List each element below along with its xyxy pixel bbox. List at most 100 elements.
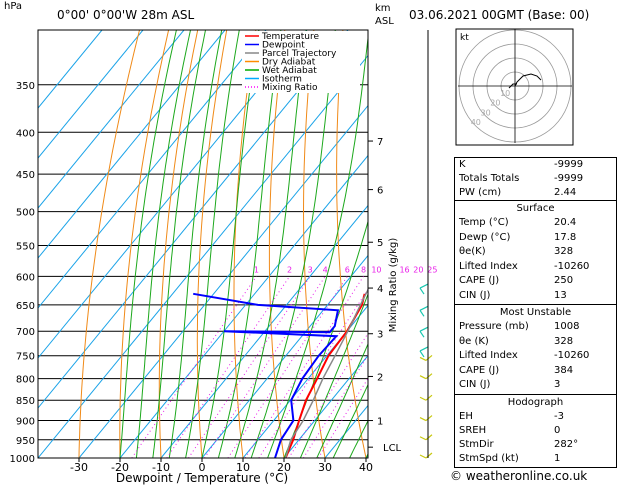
top-row: Totals Totals -9999 bbox=[459, 173, 612, 186]
hodograph-trace bbox=[514, 73, 542, 87]
mixing-ratio-label: 25 bbox=[427, 265, 437, 274]
top-row: PW (cm) 2.44 bbox=[459, 187, 612, 200]
mixing-ratio-label: 10 bbox=[371, 265, 381, 274]
hodograph-row: SREH 0 bbox=[459, 425, 612, 438]
top-key: K bbox=[459, 159, 466, 170]
top-value: -9999 bbox=[554, 159, 584, 170]
surface-section: Surface Temp (°C) 20.4 Dewp (°C) 17.8 θe(K) 3… bbox=[455, 200, 616, 303]
top-value: -9999 bbox=[554, 173, 584, 184]
pressure-tick-label: 450 bbox=[16, 170, 35, 181]
wet-adiabat-line bbox=[168, 30, 223, 458]
surface-value: 17.8 bbox=[554, 231, 577, 243]
mixing-ratio-line bbox=[227, 276, 348, 458]
pressure-tick-label: 400 bbox=[16, 128, 35, 139]
surface-value: 250 bbox=[554, 275, 574, 286]
pressure-tick-label: 750 bbox=[16, 352, 35, 363]
most-unstable-row: Pressure (mb) 1008 bbox=[459, 321, 612, 334]
temperature-tick-label: -20 bbox=[111, 461, 129, 474]
mixing-ratio-axis-label: Mixing Ratio (g/kg) bbox=[388, 238, 399, 333]
surface-row: Lifted Index -10260 bbox=[459, 261, 612, 274]
top-value: 2.44 bbox=[554, 187, 577, 198]
temperature-tick-label: -10 bbox=[152, 461, 170, 474]
temperature-tick-label: 30 bbox=[318, 461, 332, 474]
km-tick-label: 6 bbox=[377, 186, 383, 197]
mixing-ratio-line bbox=[317, 377, 368, 458]
hodograph-section: Hodograph EH -3 SREH 0 StmDir 282° StmSpd (kt)… bbox=[455, 394, 616, 467]
wind-barb bbox=[419, 346, 429, 358]
mixing-ratio-label: 2 bbox=[287, 265, 292, 274]
surface-row: θe(K) 328 bbox=[459, 246, 612, 259]
mixing-ratio-label: 6 bbox=[345, 265, 350, 274]
top-row: K -9999 bbox=[459, 159, 612, 172]
most-unstable-row: θe (K) 328 bbox=[459, 336, 612, 349]
most-unstable-row: Lifted Index -10260 bbox=[459, 350, 612, 363]
pressure-tick-label: 600 bbox=[16, 272, 35, 283]
dry-adiabat-line bbox=[233, 30, 257, 458]
hodograph-kt-label: kt bbox=[460, 33, 469, 43]
dry-adiabat-line bbox=[78, 30, 140, 458]
datetime-label: 03.06.2021 00GMT (Base: 00) bbox=[409, 8, 590, 22]
plot-frame bbox=[37, 29, 369, 459]
location-label: 0°00' 0°00'W 28m ASL bbox=[57, 8, 195, 22]
most-unstable-value: 328 bbox=[554, 335, 574, 347]
surface-value: -10260 bbox=[554, 260, 590, 272]
dry-adiabat-line bbox=[119, 30, 170, 458]
hodograph-trace bbox=[508, 83, 517, 89]
mixing-ratio-label: 20 bbox=[413, 265, 423, 274]
index-table: K -9999 Totals Totals -9999 PW (cm) 2.44 Surf… bbox=[454, 157, 617, 468]
wet-adiabat-line bbox=[299, 292, 368, 458]
mixing-ratio-line bbox=[302, 354, 368, 458]
hodograph-row: StmSpd (kt) 1 bbox=[459, 453, 612, 466]
wet-adiabat-line bbox=[316, 342, 368, 458]
pressure-tick-label: 350 bbox=[16, 81, 35, 92]
surface-value: 20.4 bbox=[554, 217, 577, 228]
km-tick-label: 2 bbox=[377, 372, 383, 383]
wind-barb bbox=[419, 394, 433, 401]
isotherm-line bbox=[283, 354, 368, 458]
surface-row: CAPE (J) 250 bbox=[459, 275, 612, 288]
surface-row: Temp (°C) 20.4 bbox=[459, 217, 612, 230]
wet-adiabat-line bbox=[119, 30, 177, 458]
most-unstable-value: -10260 bbox=[554, 350, 590, 361]
wind-barb bbox=[419, 415, 433, 422]
asl-label: ASL bbox=[375, 16, 394, 27]
km-label: km bbox=[375, 3, 391, 14]
surface-key: Dewp (°C) bbox=[459, 231, 511, 243]
hodograph-key: StmDir bbox=[459, 439, 494, 450]
wet-adiabat-line bbox=[332, 383, 368, 458]
isotherm-line bbox=[38, 30, 267, 309]
temperature-tick-label: 20 bbox=[277, 461, 291, 474]
most-unstable-key: CAPE (J) bbox=[459, 364, 500, 376]
wind-barb bbox=[419, 373, 433, 380]
mixing-ratio-line bbox=[166, 276, 291, 458]
isotherm-line bbox=[38, 30, 144, 159]
dry-adiabat-line bbox=[336, 30, 367, 458]
surface-key: CIN (J) bbox=[459, 289, 491, 301]
isotherm-line bbox=[201, 254, 368, 458]
legend-label: Wet Adiabat bbox=[262, 66, 317, 76]
pressure-tick-label: 950 bbox=[16, 436, 35, 447]
surface-key: CAPE (J) bbox=[459, 275, 500, 286]
km-tick-label: 3 bbox=[377, 330, 383, 341]
hodograph-key: EH bbox=[459, 411, 473, 422]
isotherm-line bbox=[38, 30, 185, 209]
most-unstable-key: θe (K) bbox=[459, 335, 489, 347]
surface-row: CIN (J) 13 bbox=[459, 290, 612, 303]
isotherm-line bbox=[242, 304, 368, 458]
wind-barb bbox=[419, 354, 433, 361]
wet-adiabat-line bbox=[267, 34, 368, 458]
pressure-tick-label: 700 bbox=[16, 327, 35, 338]
temperature-tick-label: 0 bbox=[199, 461, 206, 474]
hodograph-ring-label: 20 bbox=[490, 99, 500, 108]
km-tick-label: LCL bbox=[383, 443, 402, 454]
pressure-tick-label: 850 bbox=[16, 396, 35, 407]
most-unstable-value: 1008 bbox=[554, 321, 580, 332]
dewpoint-series bbox=[193, 292, 340, 458]
most-unstable-section: Most Unstable Pressure (mb) 1008 θe (K) 328… bbox=[455, 304, 616, 393]
km-tick-label: 7 bbox=[377, 137, 383, 148]
hodograph-ring-label: 10 bbox=[500, 89, 510, 98]
wind-barb bbox=[419, 283, 429, 295]
most-unstable-title: Most Unstable bbox=[499, 307, 572, 318]
legend-label: Temperature bbox=[261, 32, 319, 42]
